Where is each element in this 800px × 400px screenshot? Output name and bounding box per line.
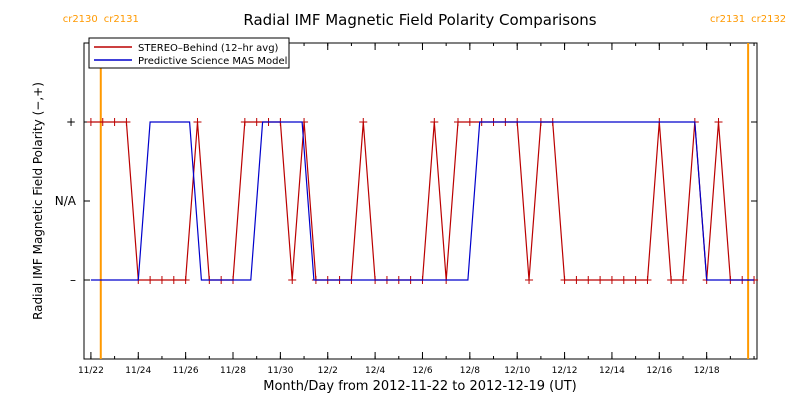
- y-axis-label: Radial IMF Magnetic Field Polarity (−,+): [31, 82, 45, 320]
- x-axis-label: Month/Day from 2012-11-22 to 2012-12-19 …: [263, 379, 576, 394]
- stereo-data-point: [430, 118, 439, 126]
- stereo-data-point: [181, 276, 190, 284]
- legend: STEREO–Behind (12–hr avg) Predictive Sci…: [88, 37, 290, 69]
- stereo-data-point: [714, 118, 723, 126]
- carrington-label-left: cr2130: [63, 14, 98, 25]
- stereo-data-point: [157, 276, 166, 284]
- stereo-data-point: [169, 276, 178, 284]
- stereo-data-point: [193, 118, 202, 126]
- stereo-data-point: [596, 276, 605, 284]
- x-tick-label: 11/22: [78, 366, 104, 376]
- x-tick-label: 12/10: [504, 366, 530, 376]
- stereo-data-point: [86, 118, 95, 126]
- stereo-data-point: [619, 276, 628, 284]
- stereo-behind-line: [90, 121, 754, 281]
- stereo-data-point: [465, 118, 474, 126]
- x-tick-label: 12/4: [365, 366, 385, 376]
- x-tick-label: 12/12: [552, 366, 578, 376]
- x-tick-label: 12/14: [599, 366, 625, 376]
- x-tick-label: 12/6: [412, 366, 432, 376]
- stereo-data-point: [525, 276, 534, 284]
- stereo-data-point: [146, 276, 155, 284]
- y-tick-label: +: [66, 115, 76, 129]
- stereo-data-point: [240, 118, 249, 126]
- carrington-markers: cr2130 cr2131 cr2131 cr2132: [63, 14, 786, 359]
- x-tick-label: 12/2: [318, 366, 338, 376]
- x-tick-label: 12/8: [460, 366, 480, 376]
- stereo-data-point: [98, 118, 107, 126]
- plot-frame: [83, 42, 758, 360]
- stereo-data-point: [631, 276, 640, 284]
- stereo-data-point: [122, 118, 131, 126]
- carrington-label-right: cr2132: [751, 14, 786, 25]
- stereo-data-point: [288, 276, 297, 284]
- stereo-data-point: [584, 276, 593, 284]
- stereo-data-point: [252, 118, 261, 126]
- stereo-data-point: [607, 276, 616, 284]
- carrington-label-right: cr2131: [104, 14, 139, 25]
- x-tick-label: 12/16: [646, 366, 672, 376]
- x-tick-label: 12/18: [694, 366, 720, 376]
- legend-mas-label: Predictive Science MAS Model: [138, 56, 287, 67]
- stereo-data-point: [359, 118, 368, 126]
- x-tick-label: 11/24: [125, 366, 151, 376]
- chart-title: Radial IMF Magnetic Field Polarity Compa…: [243, 11, 596, 29]
- legend-stereo-label: STEREO–Behind (12–hr avg): [138, 43, 279, 54]
- stereo-data-point: [572, 276, 581, 284]
- stereo-data-point: [643, 276, 652, 284]
- x-tick-label: 11/28: [220, 366, 246, 376]
- mas-model-line: [90, 121, 754, 281]
- y-tick-label: –: [70, 273, 76, 287]
- stereo-data-point: [560, 276, 569, 284]
- stereo-data-point: [667, 276, 676, 284]
- legend-box: [88, 37, 290, 69]
- stereo-data-point: [110, 118, 119, 126]
- stereo-data-point: [678, 276, 687, 284]
- x-tick-label: 11/30: [267, 366, 293, 376]
- stereo-data-point: [453, 118, 462, 126]
- y-tick-label: N/A: [55, 194, 77, 208]
- carrington-label-left: cr2131: [710, 14, 745, 25]
- y-axis: + N/A –: [55, 115, 757, 287]
- x-tick-label: 11/26: [173, 366, 199, 376]
- series-layer: [86, 118, 759, 284]
